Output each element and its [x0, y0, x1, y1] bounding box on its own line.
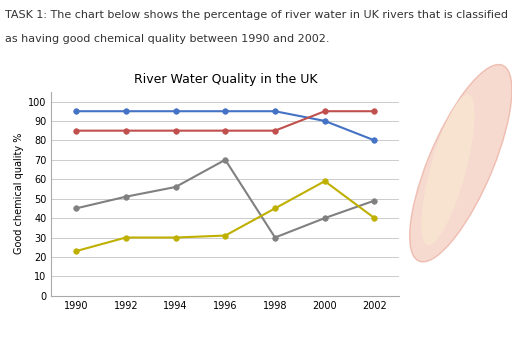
Title: River Water Quality in the UK: River Water Quality in the UK	[134, 73, 317, 86]
Legend: →Wales, →Northern Ireland, →England, →Scotland: →Wales, →Northern Ireland, →England, →Sc…	[60, 337, 391, 340]
Ellipse shape	[410, 65, 512, 262]
Y-axis label: Good chemical quality %: Good chemical quality %	[14, 133, 24, 254]
Text: TASK 1: The chart below shows the percentage of river water in UK rivers that is: TASK 1: The chart below shows the percen…	[5, 10, 508, 20]
Text: as having good chemical quality between 1990 and 2002.: as having good chemical quality between …	[5, 34, 330, 44]
Ellipse shape	[421, 95, 475, 245]
